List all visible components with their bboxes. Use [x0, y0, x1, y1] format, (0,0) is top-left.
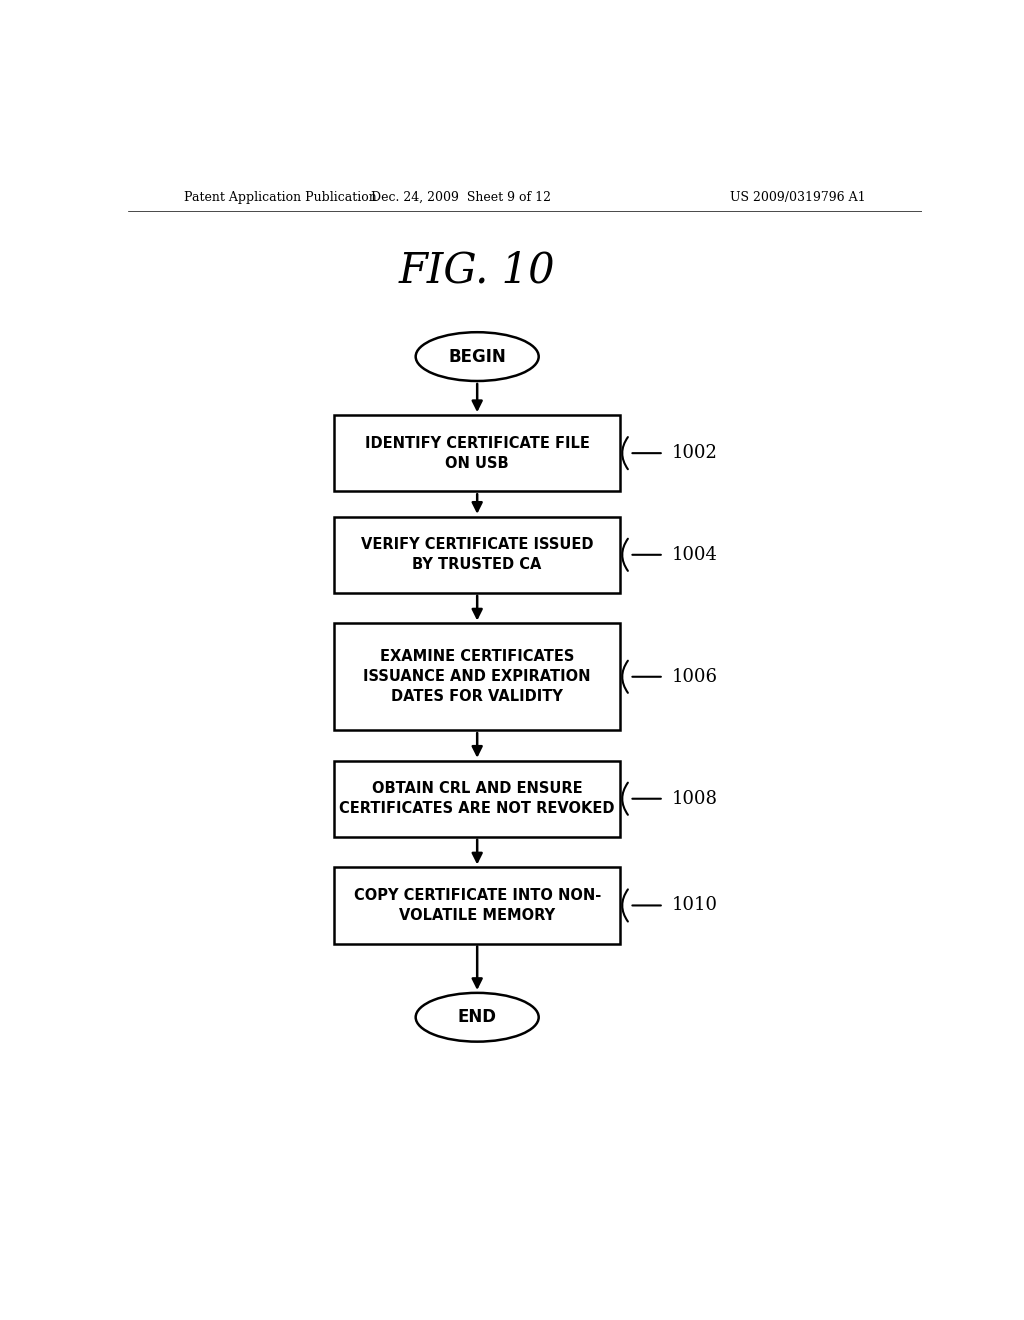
Text: IDENTIFY CERTIFICATE FILE
ON USB: IDENTIFY CERTIFICATE FILE ON USB [365, 436, 590, 470]
Text: 1008: 1008 [672, 789, 718, 808]
Text: COPY CERTIFICATE INTO NON-
VOLATILE MEMORY: COPY CERTIFICATE INTO NON- VOLATILE MEMO… [353, 888, 601, 923]
FancyBboxPatch shape [334, 623, 620, 730]
Text: Dec. 24, 2009  Sheet 9 of 12: Dec. 24, 2009 Sheet 9 of 12 [372, 190, 551, 203]
Text: US 2009/0319796 A1: US 2009/0319796 A1 [730, 190, 866, 203]
Text: 1010: 1010 [672, 896, 718, 915]
Text: 1004: 1004 [672, 545, 718, 564]
Text: EXAMINE CERTIFICATES
ISSUANCE AND EXPIRATION
DATES FOR VALIDITY: EXAMINE CERTIFICATES ISSUANCE AND EXPIRA… [364, 649, 591, 704]
Text: END: END [458, 1008, 497, 1026]
FancyBboxPatch shape [334, 867, 620, 944]
Text: OBTAIN CRL AND ENSURE
CERTIFICATES ARE NOT REVOKED: OBTAIN CRL AND ENSURE CERTIFICATES ARE N… [339, 781, 615, 816]
Text: Patent Application Publication: Patent Application Publication [183, 190, 376, 203]
FancyBboxPatch shape [334, 414, 620, 491]
Text: FIG. 10: FIG. 10 [399, 249, 555, 292]
Text: 1006: 1006 [672, 668, 718, 686]
FancyBboxPatch shape [334, 516, 620, 593]
Ellipse shape [416, 993, 539, 1041]
Text: BEGIN: BEGIN [449, 347, 506, 366]
Text: 1002: 1002 [672, 444, 718, 462]
Text: VERIFY CERTIFICATE ISSUED
BY TRUSTED CA: VERIFY CERTIFICATE ISSUED BY TRUSTED CA [360, 537, 594, 572]
Ellipse shape [416, 333, 539, 381]
FancyBboxPatch shape [334, 760, 620, 837]
